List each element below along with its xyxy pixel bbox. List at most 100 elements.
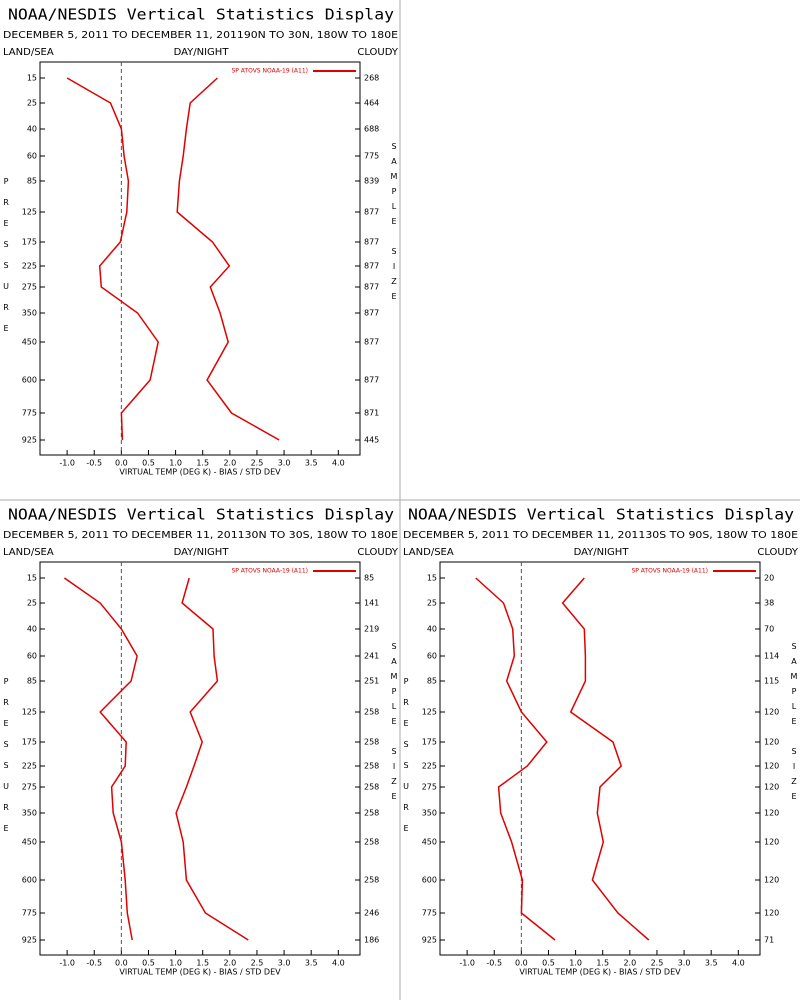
y-tick-label: 40: [27, 125, 37, 134]
x-tick-label: 0.5: [142, 459, 155, 468]
x-tick-label: -1.0: [59, 959, 75, 968]
land-sea-label: LAND/SEA: [403, 547, 454, 558]
x-tick-label: 0.5: [542, 959, 555, 968]
y-tick-label: 125: [422, 708, 437, 717]
x-tick-label: 3.0: [678, 959, 691, 968]
x-tick-label: 0.5: [142, 959, 155, 968]
y-tick-label: 275: [22, 783, 37, 792]
y-tick-label: 275: [22, 283, 37, 292]
sample-size-label: 775: [364, 152, 379, 161]
sample-size-label: 688: [364, 125, 379, 134]
bias-line: [475, 577, 556, 941]
bias-line: [66, 77, 160, 441]
sample-size-label: 871: [364, 409, 379, 418]
y-tick-label: 775: [422, 909, 437, 918]
sample-size-label: 120: [764, 738, 779, 747]
y-tick-label: 775: [22, 409, 37, 418]
y-tick-label: 125: [22, 208, 37, 217]
x-tick-label: 2.0: [623, 959, 636, 968]
y-tick-label: 60: [27, 652, 37, 661]
sample-size-label: 258: [364, 708, 379, 717]
sample-size-label: 120: [764, 783, 779, 792]
y-tick-label: 175: [22, 738, 37, 747]
x-tick-label: 0.0: [115, 959, 128, 968]
x-tick-label: 4.0: [332, 459, 345, 468]
y-tick-label: 175: [22, 238, 37, 247]
x-tick-label: -0.5: [486, 959, 502, 968]
cloudy-label: CLOUDY: [757, 547, 799, 558]
sample-size-label: 877: [364, 283, 379, 292]
y-tick-label: 25: [27, 599, 37, 608]
y-tick-label: 60: [27, 152, 37, 161]
chart-title: NOAA/NESDIS Vertical Statistics Display: [8, 506, 394, 524]
day-night-label: DAY/NIGHT: [574, 547, 630, 558]
x-tick-label: 2.5: [651, 959, 664, 968]
sample-size-label: 268: [364, 74, 379, 83]
y-tick-label: 85: [27, 677, 37, 686]
x-tick-label: 3.5: [305, 959, 318, 968]
x-tick-label: 1.5: [196, 459, 209, 468]
x-tick-label: 2.5: [251, 459, 264, 468]
y-tick-label: 925: [22, 436, 37, 445]
land-sea-label: LAND/SEA: [3, 547, 54, 558]
chart-subtitle: DECEMBER 5, 2011 TO DECEMBER 11, 201190N…: [3, 30, 398, 41]
chart-panel: NOAA/NESDIS Vertical Statistics Display D…: [3, 6, 399, 477]
legend-label: SP ATOVS NOAA-19 (A11): [631, 568, 708, 575]
chart-subtitle: DECEMBER 5, 2011 TO DECEMBER 11, 201130S…: [403, 530, 798, 541]
sample-size-label: 115: [764, 677, 779, 686]
sample-size-label: 70: [764, 625, 774, 634]
sample-size-label: 141: [364, 599, 379, 608]
plot-frame: [39, 561, 361, 956]
sample-size-label: 445: [364, 436, 379, 445]
x-axis-label: VIRTUAL TEMP (DEG K) - BIAS / STD DEV: [119, 968, 281, 977]
y-tick-label: 600: [22, 876, 37, 885]
land-sea-label: LAND/SEA: [3, 47, 54, 58]
y-tick-label: 600: [422, 876, 437, 885]
y-tick-label: 225: [422, 762, 437, 771]
chart-panel: NOAA/NESDIS Vertical Statistics Display D…: [403, 506, 799, 977]
x-tick-label: -1.0: [59, 459, 75, 468]
y-tick-label: 225: [22, 762, 37, 771]
y-tick-label: 40: [27, 625, 37, 634]
day-night-label: DAY/NIGHT: [174, 47, 230, 58]
std-dev-line: [561, 577, 650, 941]
x-tick-label: 1.0: [169, 459, 182, 468]
sample-size-label: 877: [364, 262, 379, 271]
y-tick-label: 600: [22, 376, 37, 385]
sample-size-label: 114: [764, 652, 779, 661]
x-tick-label: 3.0: [278, 959, 291, 968]
x-tick-label: 1.0: [569, 959, 582, 968]
sample-size-label: 246: [364, 909, 379, 918]
sample-size-label: 120: [764, 762, 779, 771]
x-tick-label: 4.0: [732, 959, 745, 968]
y-tick-label: 925: [422, 936, 437, 945]
x-tick-label: 3.5: [705, 959, 718, 968]
sample-size-label: 120: [764, 838, 779, 847]
y-tick-label: 15: [27, 574, 37, 583]
y-tick-label: 450: [22, 838, 37, 847]
legend-label: SP ATOVS NOAA-19 (A11): [231, 568, 308, 575]
cloudy-label: CLOUDY: [357, 547, 399, 558]
x-tick-label: -0.5: [86, 459, 102, 468]
y-tick-label: 350: [22, 309, 37, 318]
y-tick-label: 275: [422, 783, 437, 792]
sample-size-label: 120: [764, 909, 779, 918]
sample-size-label: 120: [764, 708, 779, 717]
std-dev-line: [175, 577, 249, 941]
x-tick-label: 0.0: [515, 959, 528, 968]
sample-size-label: 258: [364, 876, 379, 885]
chart-panel: NOAA/NESDIS Vertical Statistics Display D…: [3, 506, 399, 977]
y-tick-label: 40: [427, 625, 437, 634]
legend-label: SP ATOVS NOAA-19 (A11): [231, 68, 308, 75]
sample-size-label: 877: [364, 376, 379, 385]
sample-size-label: 877: [364, 208, 379, 217]
plot-frame: [439, 561, 761, 956]
x-tick-label: 2.5: [251, 959, 264, 968]
sample-size-label: 258: [364, 762, 379, 771]
y-tick-label: 775: [22, 909, 37, 918]
x-tick-label: 4.0: [332, 959, 345, 968]
sample-size-label: 877: [364, 238, 379, 247]
